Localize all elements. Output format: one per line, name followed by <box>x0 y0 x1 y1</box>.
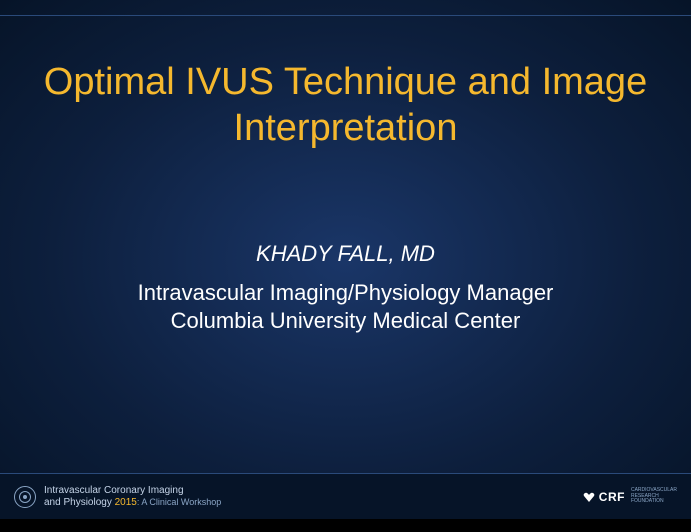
footer-left-section: Intravascular Coronary Imaging and Physi… <box>14 485 221 509</box>
event-icon <box>14 486 36 508</box>
slide-title: Optimal IVUS Technique and Image Interpr… <box>40 60 651 151</box>
affiliation-line1: Intravascular Imaging/Physiology Manager <box>138 280 554 305</box>
footer-right-section: CRF CARDIOVASCULAR RESEARCH FOUNDATION <box>581 488 677 505</box>
event-suffix: : A Clinical Workshop <box>137 497 221 507</box>
org-full-name: CARDIOVASCULAR RESEARCH FOUNDATION <box>631 488 677 505</box>
event-info: Intravascular Coronary Imaging and Physi… <box>44 485 221 509</box>
event-name-line2-prefix: and Physiology <box>44 497 115 508</box>
slide-content: Optimal IVUS Technique and Image Interpr… <box>0 0 691 473</box>
top-border <box>0 15 691 16</box>
event-name-line1: Intravascular Coronary Imaging <box>44 485 221 497</box>
presentation-slide: Optimal IVUS Technique and Image Interpr… <box>0 0 691 519</box>
slide-footer: Intravascular Coronary Imaging and Physi… <box>0 473 691 519</box>
org-logo: CRF <box>581 489 625 505</box>
bottom-black-bar <box>0 519 691 532</box>
author-name: KHADY FALL, MD <box>40 241 651 267</box>
org-abbr: CRF <box>599 490 625 504</box>
heart-icon <box>581 489 597 505</box>
affiliation-line2: Columbia University Medical Center <box>171 308 521 333</box>
author-affiliation: Intravascular Imaging/Physiology Manager… <box>40 279 651 334</box>
org-name-line3: FOUNDATION <box>631 498 664 504</box>
event-year: 2015 <box>115 497 137 508</box>
